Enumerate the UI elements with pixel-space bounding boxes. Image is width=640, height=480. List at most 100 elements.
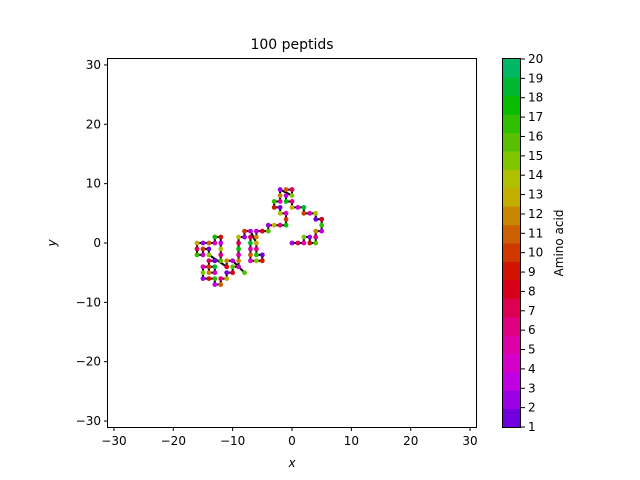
- colorbar-tick-label: 6: [528, 323, 536, 337]
- y-axis-label: y: [45, 239, 59, 248]
- x-tick-label: 20: [403, 434, 418, 448]
- residue-point: [277, 187, 283, 192]
- residue-point: [248, 252, 253, 258]
- colorbar-tick-label: 14: [528, 168, 543, 182]
- residue-point: [313, 234, 319, 240]
- y-tick-label: 20: [86, 117, 101, 131]
- residue-point: [200, 270, 206, 276]
- colorbar-segment: [503, 371, 521, 391]
- residue-point: [224, 276, 230, 282]
- residue-point: [224, 270, 230, 276]
- colorbar-tick-label: 1: [528, 420, 536, 434]
- residue-point: [277, 193, 283, 198]
- residue-point: [200, 264, 206, 270]
- residue-point: [236, 258, 241, 264]
- x-tick-label: −20: [161, 434, 186, 448]
- colorbar-segment: [503, 151, 521, 170]
- residue-point: [230, 264, 236, 270]
- residue-point: [253, 234, 259, 240]
- residue-point: [277, 210, 283, 216]
- residue-point: [289, 187, 295, 192]
- residue-point: [307, 234, 313, 240]
- colorbar-tick-label: 5: [528, 343, 536, 357]
- colorbar-segment: [503, 335, 521, 354]
- colorbar-segment: [503, 224, 521, 244]
- colorbar-tick-label: 9: [528, 265, 536, 279]
- residue-point: [218, 252, 224, 258]
- plot-area: [194, 187, 325, 287]
- residue-point: [236, 264, 241, 270]
- colorbar-tick-label: 19: [528, 71, 543, 85]
- residue-point: [212, 276, 218, 282]
- residue-point: [265, 228, 271, 234]
- residue-point: [313, 216, 319, 222]
- y-tick-label: −10: [76, 295, 101, 309]
- residue-point: [253, 228, 259, 234]
- colorbar-tick-label: 20: [528, 52, 543, 66]
- residue-point: [242, 234, 247, 240]
- residue-point: [206, 252, 212, 258]
- residue-point: [200, 252, 206, 258]
- residue-point: [319, 222, 325, 228]
- peptide-chain-line: [196, 187, 323, 286]
- residue-point: [212, 282, 218, 287]
- residue-point: [236, 234, 241, 240]
- residue-point: [248, 240, 253, 246]
- residue-point: [319, 216, 325, 222]
- residue-point: [230, 270, 236, 276]
- colorbar-tick-label: 10: [528, 246, 543, 260]
- residue-point: [218, 276, 224, 282]
- residue-point: [218, 282, 224, 287]
- residue-point: [259, 258, 265, 264]
- residue-point: [319, 228, 325, 234]
- colorbar-segment: [503, 169, 521, 189]
- residue-point: [271, 199, 277, 204]
- colorbar-segment: [503, 261, 521, 281]
- y-tick-label: 0: [93, 236, 101, 250]
- colorbar-segment: [503, 243, 521, 262]
- colorbar-tick-label: 4: [528, 362, 536, 376]
- y-axis: −30 −20 −10 0 10 20 30: [76, 58, 108, 428]
- colorbar-segment: [503, 132, 521, 152]
- colorbar-tick-label: 16: [528, 129, 543, 143]
- residue-point: [236, 246, 241, 252]
- residue-point: [206, 264, 212, 270]
- residue-point: [248, 228, 253, 234]
- residue-point: [253, 258, 259, 264]
- residue-point: [301, 210, 307, 216]
- residue-point: [218, 240, 224, 246]
- residue-point: [218, 246, 224, 252]
- residue-point: [313, 228, 319, 234]
- colorbar-tick-label: 8: [528, 284, 536, 298]
- residue-point: [206, 246, 212, 252]
- residue-point: [253, 246, 259, 252]
- residue-point: [200, 276, 206, 282]
- residue-point: [200, 240, 206, 246]
- colorbar-tick-label: 15: [528, 149, 543, 163]
- colorbar-segment: [503, 95, 521, 115]
- residue-point: [283, 199, 289, 204]
- colorbar-segment: [503, 59, 521, 78]
- colorbar-tick-label: 18: [528, 91, 543, 105]
- residue-point: [301, 204, 307, 210]
- residue-point: [248, 246, 253, 252]
- y-tick-label: 10: [86, 177, 101, 191]
- residue-point: [242, 228, 247, 234]
- residue-point: [301, 240, 307, 246]
- y-tick-label: 30: [86, 58, 101, 72]
- residue-point: [277, 204, 283, 210]
- colorbar-tick-label: 3: [528, 381, 536, 395]
- residue-point: [194, 252, 200, 258]
- residue-point: [253, 252, 259, 258]
- colorbar-segment: [503, 187, 521, 207]
- colorbar-segment: [503, 408, 521, 428]
- residue-point: [277, 222, 283, 228]
- residue-point: [206, 258, 212, 264]
- residue-point: [230, 258, 236, 264]
- residue-point: [200, 246, 206, 252]
- residue-point: [271, 204, 277, 210]
- colorbar-tick-label: 11: [528, 226, 543, 240]
- residue-point: [224, 264, 230, 270]
- x-tick-label: 10: [344, 434, 359, 448]
